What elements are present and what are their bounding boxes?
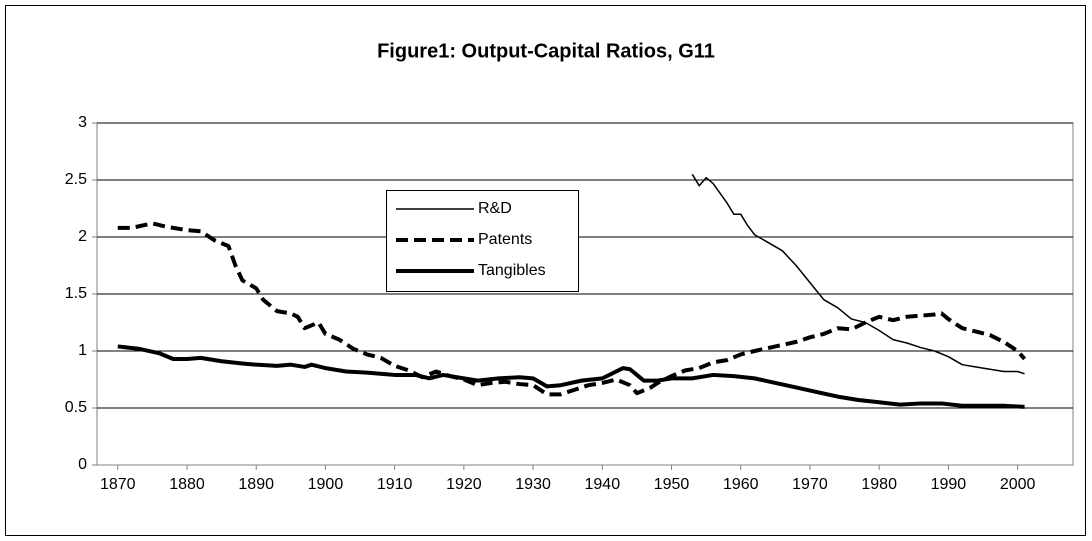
x-tick-label: 1870 — [100, 476, 136, 493]
legend-label: Tangibles — [478, 262, 546, 279]
series-line — [691, 173, 1025, 375]
x-tick-label: 1920 — [446, 476, 482, 493]
x-tick-label: 1950 — [654, 476, 690, 493]
x-tick-label: 1980 — [861, 476, 897, 493]
x-tick-label: 1960 — [723, 476, 759, 493]
x-tick-label: 1900 — [308, 476, 344, 493]
x-tick-label: 1940 — [585, 476, 621, 493]
y-tick-label: 1 — [78, 342, 87, 359]
x-tick-label: 1990 — [931, 476, 967, 493]
y-tick-label: 2 — [78, 228, 87, 245]
y-tick-label: 0 — [78, 456, 87, 473]
x-tick-label: 1930 — [515, 476, 551, 493]
x-tick-label: 1890 — [238, 476, 274, 493]
legend-label: R&D — [478, 200, 512, 217]
y-tick-label: 1.5 — [65, 285, 87, 302]
y-tick-label: 3 — [78, 114, 87, 131]
legend-label: Patents — [478, 231, 532, 248]
y-tick-label: 0.5 — [65, 399, 87, 416]
x-tick-label: 2000 — [1000, 476, 1036, 493]
series-line — [117, 221, 1027, 397]
x-tick-label: 1970 — [792, 476, 828, 493]
chart-title: Figure1: Output-Capital Ratios, G11 — [377, 40, 715, 62]
y-tick-label: 2.5 — [65, 171, 87, 188]
x-tick-label: 1910 — [377, 476, 413, 493]
x-tick-label: 1880 — [169, 476, 205, 493]
series-line — [117, 344, 1025, 409]
